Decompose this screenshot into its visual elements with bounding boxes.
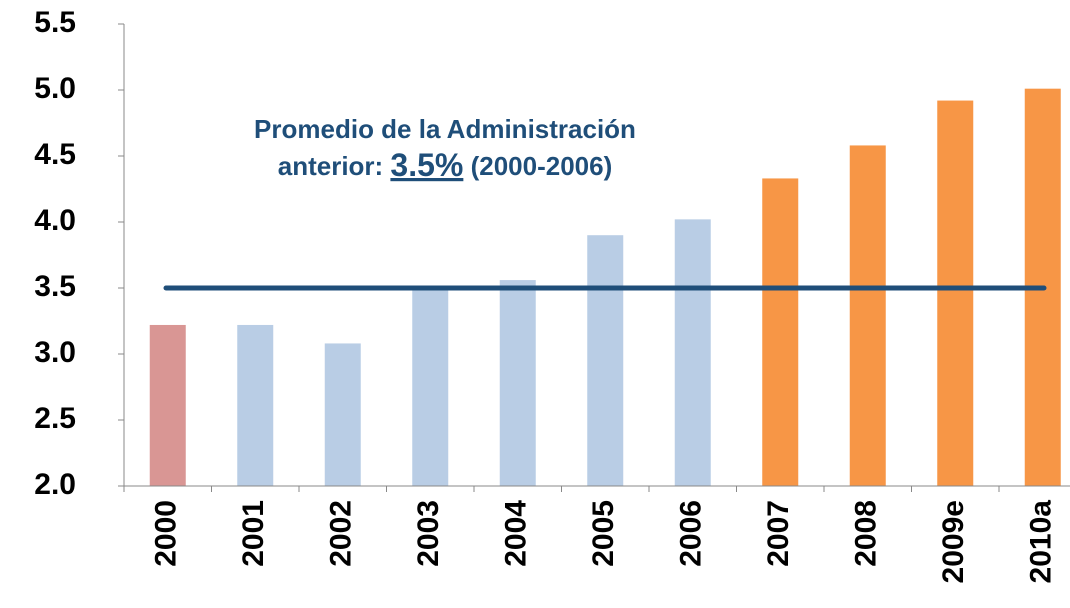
bar (412, 288, 449, 486)
x-tick-label: 2007 (762, 500, 795, 567)
y-tick-label: 5.0 (34, 72, 76, 105)
y-tick-label: 4.5 (34, 138, 76, 171)
bar (149, 324, 186, 486)
x-tick-label: 2005 (587, 500, 620, 567)
x-tick-label: 2010a (1025, 500, 1058, 584)
y-tick-label: 2.0 (34, 468, 76, 501)
annotation-line2: anterior: 3.5% (2000-2006) (278, 147, 613, 183)
x-tick-label: 2004 (500, 500, 533, 567)
x-tick-label: 2009e (937, 500, 970, 583)
bar (849, 145, 886, 486)
x-tick-label: 2006 (675, 500, 708, 567)
bar (674, 219, 711, 487)
x-tick-label: 2003 (412, 500, 445, 567)
annotation-line1: Promedio de la Administración (254, 114, 636, 144)
bar (762, 178, 799, 486)
bar (237, 324, 274, 486)
y-tick-label: 4.0 (34, 204, 76, 237)
y-tick-label: 3.0 (34, 336, 76, 369)
x-tick-label: 2001 (237, 500, 270, 567)
annotation-prefix: anterior: (278, 151, 391, 181)
x-tick-label: 2002 (325, 500, 358, 567)
y-tick-label: 5.5 (34, 6, 76, 39)
annotation-highlight: 3.5% (390, 147, 463, 183)
bar (587, 235, 624, 486)
bar (499, 280, 536, 486)
bar (937, 100, 974, 486)
annotation-suffix: (2000-2006) (463, 151, 612, 181)
bar (324, 343, 361, 486)
x-tick-label: 2000 (150, 500, 183, 567)
x-tick-label: 2008 (850, 500, 883, 567)
y-tick-label: 3.5 (34, 270, 76, 303)
y-tick-label: 2.5 (34, 402, 76, 435)
